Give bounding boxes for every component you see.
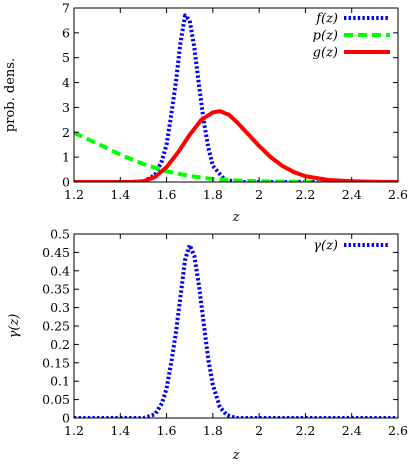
x-axis-label: z: [232, 210, 240, 225]
y-axis-label: γ(z): [7, 314, 22, 339]
y-tick-label: 0.4: [50, 263, 70, 278]
series-line-0: [74, 243, 398, 418]
y-tick-label: 5: [62, 50, 70, 65]
x-tick-label: 1.2: [64, 423, 84, 438]
y-tick-label: 0.1: [50, 374, 70, 389]
y-tick-label: 3: [62, 100, 70, 115]
y-tick-label: 0.05: [42, 392, 70, 407]
x-tick-label: 2: [255, 187, 263, 202]
plot-frame: [73, 233, 399, 419]
y-tick-label: 0: [62, 175, 70, 190]
x-tick-label: 1.6: [157, 187, 177, 202]
x-tick-label: 2.4: [342, 423, 362, 438]
x-tick-label: 1.4: [110, 187, 130, 202]
y-tick-label: 0: [62, 411, 70, 426]
y-tick-label: 0.25: [42, 319, 70, 334]
plot-frame: [73, 7, 399, 183]
legend-label: γ(z): [313, 239, 338, 254]
legend-label: g(z): [313, 46, 338, 61]
y-tick-label: 1: [62, 150, 70, 165]
y-tick-label: 0.15: [42, 355, 70, 370]
x-tick-label: 1.2: [64, 187, 84, 202]
x-tick-label: 1.6: [157, 423, 177, 438]
x-tick-label: 1.8: [203, 187, 223, 202]
series-line-1: [74, 130, 398, 182]
series-line-0: [74, 13, 398, 182]
legend-label: p(z): [313, 29, 338, 44]
y-tick-label: 0.3: [50, 300, 70, 315]
x-tick-label: 2.2: [295, 187, 315, 202]
legend-label: f(z): [315, 12, 338, 27]
x-tick-label: 1.8: [203, 423, 223, 438]
x-tick-label: 2.6: [388, 187, 408, 202]
y-tick-label: 6: [62, 25, 70, 40]
series-line-2: [74, 109, 398, 182]
bottom-chart: 1.2 1.4 1.6 1.8 2 2.2 2.4 2.6 0 0.05 0.1 0.15 0.2 0.2…: [7, 227, 408, 464]
y-tick-label: 0.45: [42, 245, 70, 260]
y-tick-label: 7: [62, 1, 70, 16]
y-axis-label: prob. dens.: [3, 58, 18, 132]
y-tick-label: 0.5: [50, 227, 70, 242]
top-chart: 1.2 1.4 1.6 1.8 2 2.2 2.4 2.6 0 1 2 3 4 5 6 7 z prob. den…: [3, 1, 408, 226]
y-tick-label: 4: [62, 75, 70, 90]
y-tick-label: 0.2: [50, 337, 70, 352]
x-tick-label: 2.6: [388, 423, 408, 438]
x-tick-label: 2.4: [342, 187, 362, 202]
y-tick-label: 0.35: [42, 282, 70, 297]
x-tick-label: 2.2: [295, 423, 315, 438]
y-tick-label: 2: [62, 125, 70, 140]
x-tick-label: 1.4: [110, 423, 130, 438]
x-axis-label: z: [232, 448, 240, 463]
x-tick-label: 2: [255, 423, 263, 438]
